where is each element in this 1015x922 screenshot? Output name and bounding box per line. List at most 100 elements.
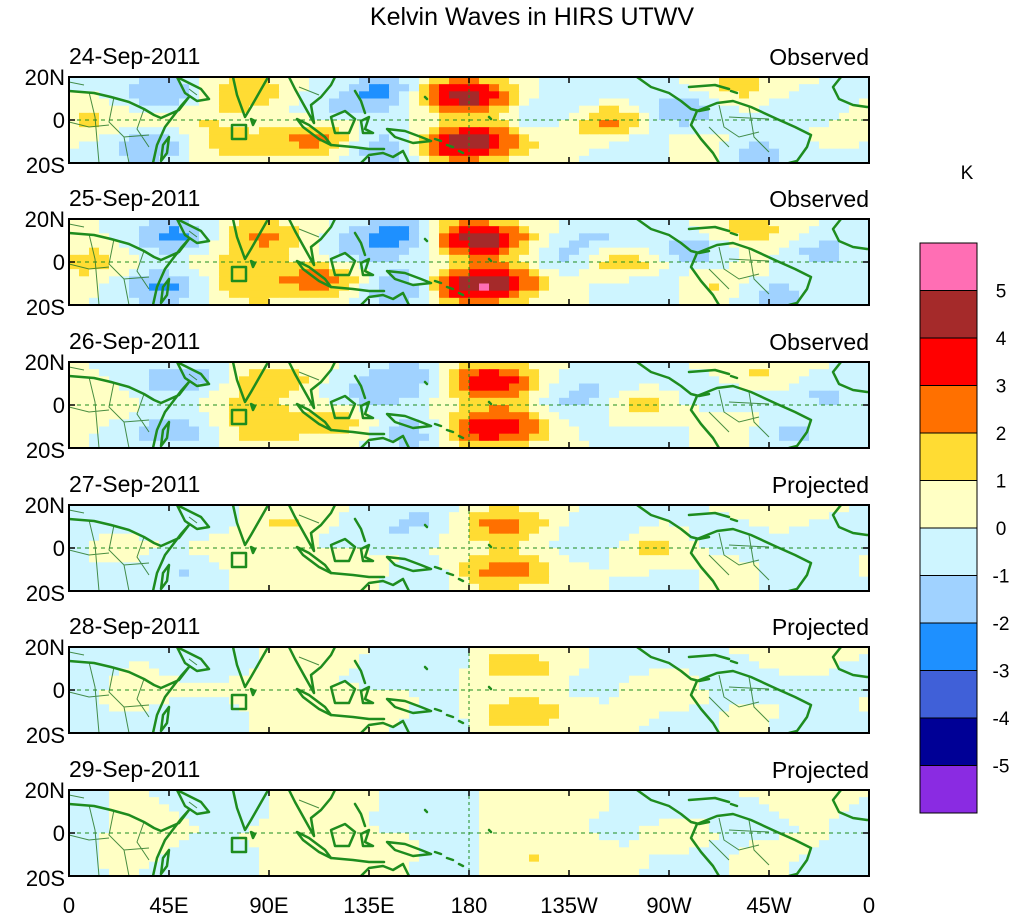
field-cell <box>779 112 790 121</box>
field-cell <box>609 283 620 292</box>
field-cell <box>439 576 450 585</box>
field-cell <box>489 98 500 107</box>
field-cell <box>229 440 240 448</box>
field-cell <box>599 77 610 85</box>
field-cell <box>849 562 860 571</box>
field-cell <box>449 675 460 684</box>
field-cell <box>559 682 570 691</box>
field-cell <box>659 711 670 720</box>
field-cell <box>409 718 420 727</box>
field-cell <box>339 548 350 556</box>
latitude-label: 20N <box>25 493 65 518</box>
field-cell <box>849 576 860 585</box>
field-cell <box>389 704 400 713</box>
field-cell <box>759 419 770 428</box>
field-cell <box>799 704 810 713</box>
field-cell <box>259 690 270 698</box>
field-cell <box>689 134 700 143</box>
field-cell <box>739 569 750 578</box>
field-cell <box>759 548 770 556</box>
field-cell <box>199 505 210 513</box>
field-cell <box>839 690 850 698</box>
field-cell <box>249 376 260 385</box>
field-cell <box>649 505 660 513</box>
field-cell <box>739 540 750 549</box>
field-cell <box>749 505 760 513</box>
field-cell <box>509 77 520 85</box>
field-cell <box>429 682 440 691</box>
field-cell <box>739 704 750 713</box>
field-cell <box>489 262 500 270</box>
field-cell <box>779 562 790 571</box>
field-cell <box>579 369 590 377</box>
field-cell <box>439 405 450 413</box>
field-cell <box>169 283 180 292</box>
field-cell <box>289 383 300 392</box>
field-cell <box>399 134 410 143</box>
field-cell <box>139 134 150 143</box>
field-cell <box>469 405 480 413</box>
field-cell <box>339 668 350 677</box>
field-cell <box>669 512 680 520</box>
field-cell <box>579 155 590 163</box>
field-cell <box>189 405 200 413</box>
field-cell <box>289 426 300 435</box>
field-cell <box>389 254 400 263</box>
field-cell <box>289 390 300 399</box>
field-cell <box>619 269 630 277</box>
field-cell <box>169 362 180 370</box>
field-cell <box>429 84 440 92</box>
field-cell <box>199 276 210 285</box>
field-cell <box>469 233 480 242</box>
field-cell <box>319 697 330 705</box>
field-cell <box>119 98 130 107</box>
field-cell <box>619 369 630 377</box>
field-cell <box>109 569 120 578</box>
field-cell <box>789 91 800 100</box>
field-cell <box>109 562 120 571</box>
field-cell <box>649 362 660 370</box>
field-cell <box>709 690 720 698</box>
field-cell <box>729 77 740 85</box>
field-cell <box>509 548 520 556</box>
field-cell <box>459 105 470 114</box>
field-cell <box>769 141 780 150</box>
field-cell <box>709 661 720 670</box>
field-cell <box>399 790 410 798</box>
field-cell <box>339 690 350 698</box>
field-cell <box>449 718 460 727</box>
field-cell <box>319 98 330 107</box>
field-cell <box>549 583 560 591</box>
field-cell <box>249 533 260 542</box>
field-cell <box>679 426 690 435</box>
field-cell <box>159 383 170 392</box>
field-cell <box>89 505 100 513</box>
field-cell <box>249 155 260 163</box>
field-cell <box>359 661 370 670</box>
field-cell <box>349 533 360 542</box>
field-cell <box>859 647 869 655</box>
field-cell <box>669 98 680 107</box>
field-cell <box>819 526 830 535</box>
field-cell <box>389 297 400 305</box>
field-cell <box>199 675 210 684</box>
field-cell <box>739 247 750 256</box>
field-cell <box>569 704 580 713</box>
field-cell <box>199 647 210 655</box>
field-cell <box>709 419 720 428</box>
field-cell <box>819 576 830 585</box>
field-cell <box>319 269 330 277</box>
field-cell <box>679 120 690 128</box>
field-cell <box>549 419 560 428</box>
field-cell <box>639 134 650 143</box>
field-cell <box>479 376 490 385</box>
field-cell <box>459 690 470 698</box>
field-cell <box>769 362 780 370</box>
field-cell <box>159 134 170 143</box>
field-cell <box>599 697 610 705</box>
field-cell <box>619 533 630 542</box>
field-cell <box>509 412 520 420</box>
field-cell <box>619 704 630 713</box>
field-cell <box>109 682 120 691</box>
field-cell <box>249 91 260 100</box>
